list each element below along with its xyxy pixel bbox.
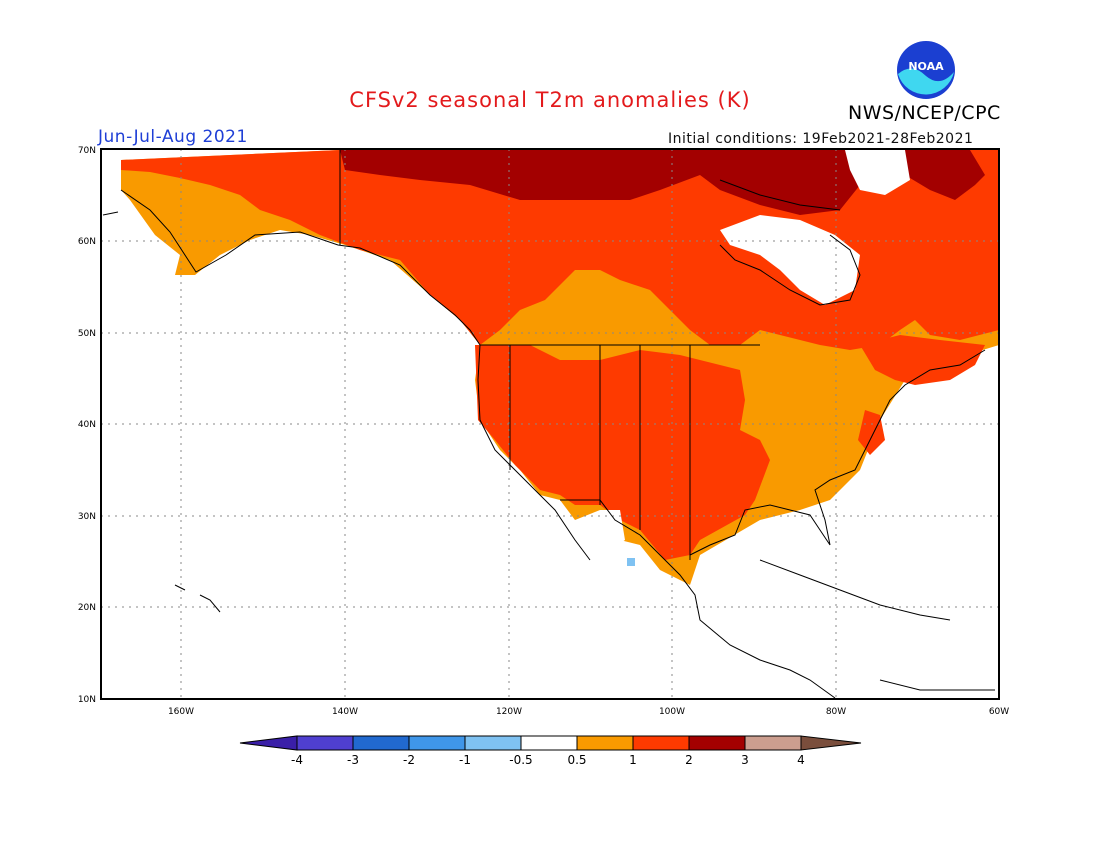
grid-lines	[101, 149, 999, 699]
noaa-logo-text: NOAA	[908, 60, 944, 73]
lat-label: 30N	[78, 512, 96, 522]
colorbar-segment	[576, 735, 634, 751]
coastlines	[102, 150, 995, 699]
field-gap	[720, 215, 860, 305]
colorbar-label: -0.5	[509, 753, 532, 767]
lat-label: 50N	[78, 329, 96, 339]
forecast-period: Jun-Jul-Aug 2021	[98, 127, 248, 147]
field-1-2	[475, 345, 770, 560]
lat-label: 10N	[78, 695, 96, 705]
colorbar-label: 3	[741, 753, 749, 767]
field-gap	[845, 150, 910, 195]
colorbar-segment	[688, 735, 746, 751]
field-2-3	[160, 150, 985, 215]
colorbar-segment	[296, 735, 354, 751]
field-gap	[600, 510, 625, 550]
lat-label: 40N	[78, 420, 96, 430]
colorbar-segment	[744, 735, 802, 751]
lon-label: 160W	[168, 707, 194, 717]
colorbar-segment	[352, 735, 410, 751]
colorbar-label: -1	[459, 753, 471, 767]
colorbar-label: 4	[797, 753, 805, 767]
lat-label: 60N	[78, 237, 96, 247]
map-frame	[100, 148, 1000, 700]
lat-label: 20N	[78, 603, 96, 613]
colorbar-label: -4	[291, 753, 303, 767]
colorbar-label: 1	[629, 753, 637, 767]
colorbar-arrow-low	[239, 735, 298, 751]
lon-label: 100W	[659, 707, 685, 717]
colorbar-segment	[408, 735, 466, 751]
longitude-labels: 160W 140W 120W 100W 80W 60W	[168, 707, 1009, 717]
colorbar-segment	[632, 735, 690, 751]
lon-label: 120W	[496, 707, 522, 717]
lon-label: 80W	[826, 707, 846, 717]
colorbar-label: 0.5	[567, 753, 586, 767]
colorbar-arrow-high	[800, 735, 862, 751]
colorbar-label: -2	[403, 753, 415, 767]
field-neg-1-0_5	[627, 558, 635, 566]
colorbar-segment	[520, 735, 578, 751]
lon-label: 140W	[332, 707, 358, 717]
lat-label: 70N	[78, 146, 96, 156]
noaa-logo-icon: NOAA	[897, 41, 955, 99]
field-1-2	[858, 410, 885, 455]
field-1-2	[860, 335, 985, 385]
organization-label: NWS/NCEP/CPC	[848, 102, 1001, 124]
colorbar-segment	[464, 735, 522, 751]
latitude-labels: 70N 60N 50N 40N 30N 20N 10N	[78, 146, 96, 705]
colorbar-label: -3	[347, 753, 359, 767]
map-title: CFSv2 seasonal T2m anomalies (K)	[349, 88, 751, 112]
initial-conditions: Initial conditions: 19Feb2021-28Feb2021	[668, 131, 974, 147]
lon-label: 60W	[989, 707, 1009, 717]
colorbar-label: 2	[685, 753, 693, 767]
colorbar: -4 -3 -2 -1 -0.5 0.5 1 2 3 4	[239, 735, 862, 767]
